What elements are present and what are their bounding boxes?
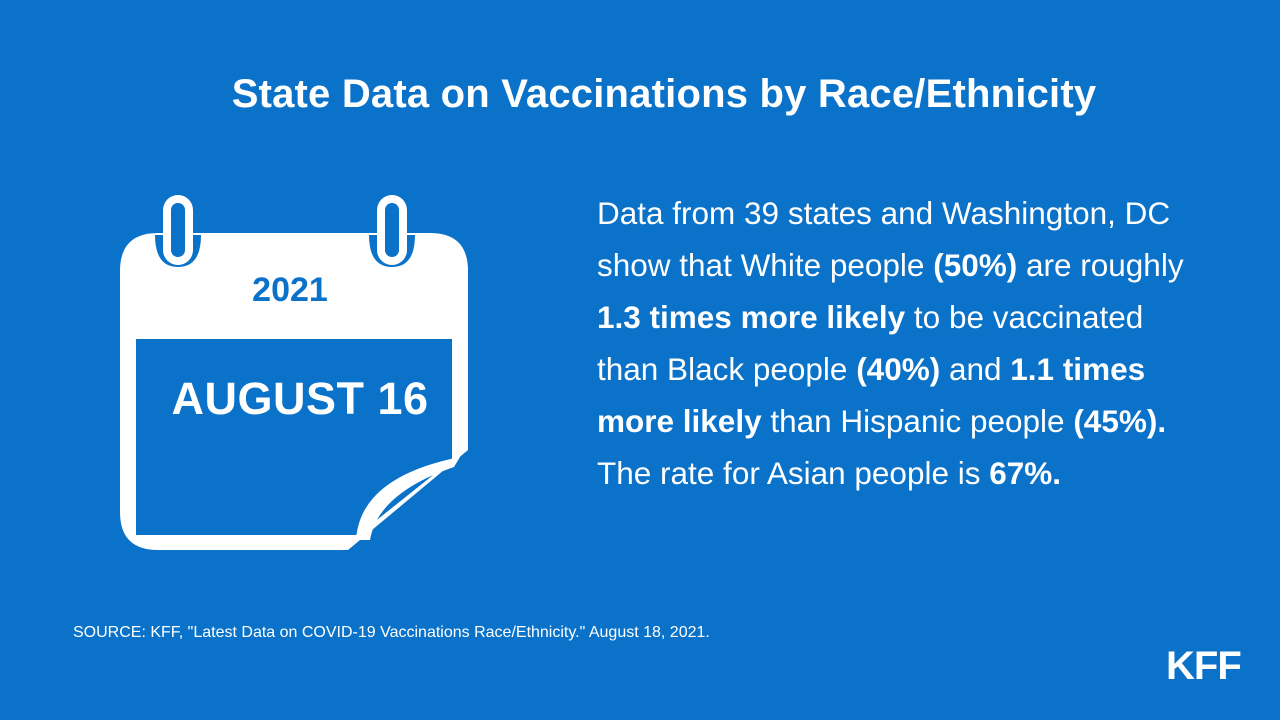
calendar-date: AUGUST 16 — [171, 373, 429, 424]
summary-text: than Hispanic people — [761, 403, 1074, 439]
summary-highlight: (50%) — [933, 247, 1018, 283]
source-note: SOURCE: KFF, "Latest Data on COVID-19 Va… — [73, 624, 710, 641]
summary-highlight: (40%) — [856, 351, 941, 387]
summary-highlight: 1.3 times more likely — [597, 299, 906, 335]
summary-text: The rate for Asian people is — [597, 455, 990, 491]
kff-logo: KFF — [1166, 644, 1242, 688]
page-title: State Data on Vaccinations by Race/Ethni… — [231, 72, 1097, 116]
summary-highlight: 1.1 times more likely — [597, 351, 1146, 439]
summary-highlight: 67%. — [989, 455, 1062, 491]
vaccination-summary: Data from 39 states and Washington, DC s… — [597, 187, 1187, 499]
summary-text: Data from 39 states and Washington, DC s… — [597, 195, 1171, 283]
summary-text: to be vaccinated than Black people — [597, 299, 1144, 387]
calendar-icon — [120, 195, 468, 550]
calendar-year: 2021 — [252, 271, 328, 309]
summary-text: and — [940, 351, 1011, 387]
calendar-graphic: 2021 AUGUST 16 — [120, 195, 470, 555]
summary-highlight: (45%). — [1073, 403, 1167, 439]
summary-text: are roughly — [1017, 247, 1184, 283]
